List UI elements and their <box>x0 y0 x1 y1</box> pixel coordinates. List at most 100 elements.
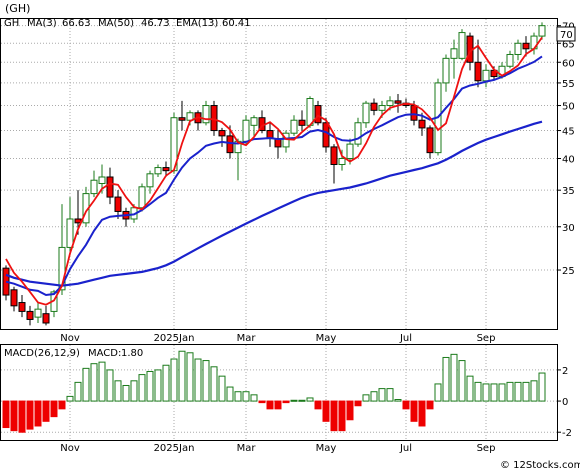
legend-ema13-value: 60.41 <box>222 18 251 29</box>
candle-body <box>426 127 434 154</box>
price-x-tick-label: Jul <box>399 333 412 344</box>
candle-up <box>338 149 346 171</box>
candle-down <box>10 286 18 312</box>
candle-body <box>418 119 426 129</box>
macd-bar-negative <box>418 400 426 427</box>
candle-body <box>90 179 98 195</box>
candle-down <box>114 190 122 219</box>
macd-bar-positive <box>474 381 482 402</box>
legend-ma50-label: MA(50) <box>98 18 134 29</box>
macd-bar-negative <box>258 400 266 404</box>
price-x-tick-label: May <box>316 333 337 344</box>
macd-bar-positive <box>490 383 498 402</box>
macd-bar-positive <box>522 381 530 402</box>
macd-bar-positive <box>530 380 538 402</box>
candle-down <box>474 39 482 88</box>
candle-body <box>210 105 218 132</box>
macd-bar-positive <box>378 388 386 402</box>
legend-ema13-label: EMA(13) <box>176 18 218 29</box>
candle-up <box>58 204 66 296</box>
candle-down <box>42 305 50 326</box>
macd-bar-negative <box>354 400 362 407</box>
candle-body <box>42 313 50 324</box>
macd-bar-positive <box>298 399 306 402</box>
macd-bar-negative <box>34 400 42 427</box>
macd-bar-positive <box>202 360 210 402</box>
candle-body <box>106 176 114 198</box>
macd-x-tick-label: Nov <box>60 443 80 454</box>
candle-body <box>58 246 66 291</box>
candle-up <box>362 100 370 128</box>
candle-body <box>386 100 394 107</box>
macd-bar-positive <box>482 383 490 402</box>
price-x-axis: Nov 2025Jan Mar May Jul Sep <box>60 333 495 344</box>
macd-tick-label: 0 <box>562 397 568 408</box>
candle-down <box>394 93 402 113</box>
price-tick-label: 35 <box>562 186 575 197</box>
macd-bar-positive <box>450 353 458 402</box>
candle-down <box>218 127 226 147</box>
candle-body <box>378 105 386 111</box>
candle-up <box>538 22 546 40</box>
macd-bar-negative <box>322 400 330 422</box>
macd-bar-positive <box>226 386 234 402</box>
candle-up <box>202 100 210 126</box>
macd-bar-negative <box>2 400 10 429</box>
legend-ma3-label: MA(3) <box>27 18 57 29</box>
candle-body <box>362 102 370 124</box>
price-tick-label: 40 <box>562 154 575 165</box>
candle-body <box>98 176 106 184</box>
macd-bar-positive <box>370 391 378 402</box>
candle-body <box>66 218 74 248</box>
macd-bar-positive <box>442 356 450 402</box>
price-tick-label: 30 <box>562 223 575 234</box>
macd-bar-positive <box>178 350 186 402</box>
candle-body <box>242 119 250 142</box>
macd-bar-positive <box>458 360 466 402</box>
candle-body <box>226 135 234 154</box>
candle-body <box>474 61 482 82</box>
candle-body <box>306 98 314 126</box>
macd-bar-positive <box>98 361 106 402</box>
price-tick-label: 25 <box>562 266 575 277</box>
price-tick-label: 45 <box>562 127 575 138</box>
candle-body <box>202 105 210 124</box>
price-x-tick-label: Mar <box>237 333 257 344</box>
macd-bar-negative <box>10 400 18 432</box>
candle-up <box>354 117 362 147</box>
macd-x-axis: Nov 2025Jan Mar May Jul Sep <box>60 443 495 454</box>
macd-bar-positive <box>218 375 226 402</box>
macd-bar-positive <box>538 372 546 402</box>
legend-ma3-value: 66.63 <box>62 18 91 29</box>
macd-histogram <box>2 350 546 433</box>
macd-bar-positive <box>170 358 178 402</box>
macd-bar-positive <box>194 358 202 402</box>
macd-bar-negative <box>338 400 346 432</box>
candle-body <box>250 117 258 126</box>
candle-body <box>442 57 450 84</box>
macd-bar-positive <box>234 391 242 402</box>
macd-tick-label: 2 <box>562 366 568 377</box>
macd-bar-positive <box>114 380 122 402</box>
candle-down <box>162 161 170 177</box>
macd-bar-positive <box>394 399 402 402</box>
macd-bar-positive <box>106 369 114 402</box>
candle-up <box>90 170 98 198</box>
last-price-box: 70 <box>556 26 576 42</box>
price-tick-label: 50 <box>562 102 575 113</box>
macd-bar-positive <box>434 383 442 402</box>
candle-body <box>538 25 546 37</box>
macd-bar-positive <box>362 394 370 402</box>
macd-bar-negative <box>314 400 322 410</box>
macd-bar-positive <box>154 369 162 402</box>
macd-bar-negative <box>266 400 274 410</box>
candle-down <box>178 100 186 131</box>
macd-bar-negative <box>330 400 338 432</box>
price-y-axis: 25 30 35 40 45 50 55 60 6570 <box>557 22 575 277</box>
macd-bar-negative <box>282 400 290 404</box>
candle-body <box>10 289 18 307</box>
macd-bar-positive <box>250 394 258 402</box>
macd-bar-positive <box>306 397 314 402</box>
candle-body <box>354 122 362 145</box>
macd-bar-positive <box>138 374 146 402</box>
